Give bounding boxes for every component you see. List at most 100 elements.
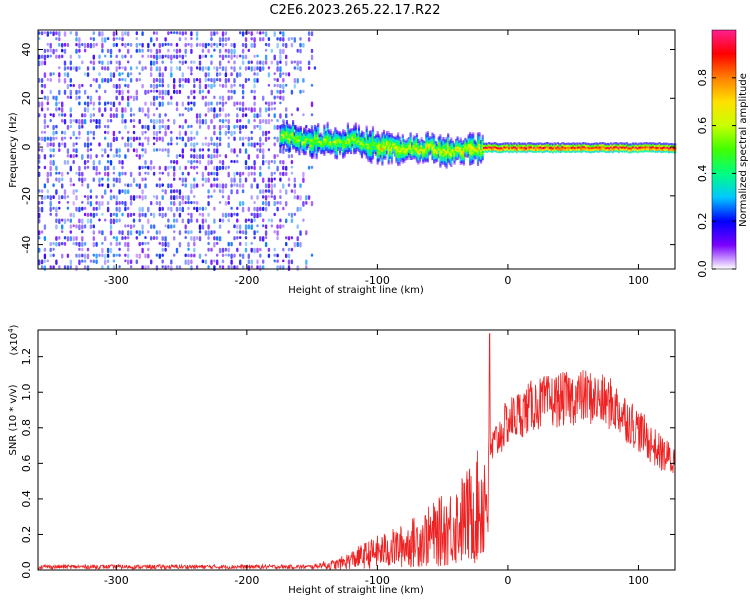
- heatmap-cell: [164, 224, 167, 228]
- heatmap-cell: [75, 148, 78, 154]
- heatmap-cell: [207, 195, 210, 199]
- heatmap-cell: [198, 89, 202, 95]
- spectrogram-y-tick-label: -40: [20, 236, 33, 254]
- heatmap-cell: [253, 177, 256, 183]
- heatmap-cell: [572, 144, 575, 147]
- heatmap-cell: [276, 206, 279, 212]
- heatmap-cell: [279, 136, 282, 139]
- heatmap-cell: [210, 142, 213, 146]
- heatmap-cell: [584, 142, 588, 145]
- heatmap-cell: [288, 132, 292, 135]
- heatmap-cell: [376, 131, 379, 134]
- heatmap-cell: [75, 154, 78, 158]
- heatmap-cell: [373, 151, 376, 154]
- heatmap-cell: [668, 143, 671, 146]
- heatmap-cell: [55, 165, 58, 171]
- heatmap-cell: [346, 122, 349, 125]
- heatmap-cell: [401, 138, 404, 141]
- heatmap-cell: [38, 236, 41, 240]
- heatmap-cell: [178, 201, 182, 207]
- heatmap-cell: [378, 138, 381, 141]
- heatmap-cell: [367, 140, 370, 143]
- heatmap-cell: [285, 141, 288, 144]
- heatmap-cell: [420, 152, 423, 155]
- heatmap-cell: [475, 145, 478, 148]
- heatmap-cell: [147, 230, 150, 234]
- heatmap-cell: [566, 150, 569, 153]
- heatmap-cell: [420, 137, 423, 140]
- heatmap-cell: [379, 145, 382, 148]
- heatmap-cell: [193, 160, 196, 163]
- heatmap-cell: [359, 152, 362, 155]
- heatmap-cell: [256, 66, 259, 71]
- heatmap-cell: [323, 136, 326, 139]
- heatmap-cell: [293, 212, 296, 216]
- heatmap-cell: [428, 137, 431, 140]
- heatmap-cell: [365, 146, 368, 150]
- heatmap-cell: [353, 130, 356, 133]
- heatmap-cell: [393, 144, 396, 147]
- heatmap-cell: [639, 150, 642, 153]
- heatmap-cell: [586, 144, 589, 147]
- heatmap-cell: [404, 144, 407, 147]
- heatmap-cell: [364, 147, 367, 150]
- heatmap-cell: [61, 136, 64, 141]
- heatmap-cell: [253, 119, 256, 123]
- heatmap-cell: [72, 148, 75, 153]
- heatmap-cell: [312, 139, 315, 142]
- heatmap-cell: [458, 142, 461, 145]
- heatmap-cell: [527, 146, 530, 149]
- heatmap-cell: [290, 133, 293, 136]
- heatmap-cell: [448, 143, 451, 146]
- heatmap-cell: [580, 147, 583, 150]
- heatmap-cell: [287, 247, 291, 252]
- heatmap-cell: [282, 83, 285, 90]
- heatmap-cell: [75, 189, 78, 193]
- heatmap-cell: [244, 224, 248, 231]
- heatmap-cell: [241, 107, 245, 113]
- heatmap-cell: [414, 143, 417, 146]
- heatmap-cell: [431, 156, 434, 159]
- heatmap-cell: [267, 148, 271, 152]
- heatmap-cell: [382, 139, 386, 142]
- heatmap-cell: [520, 148, 523, 151]
- heatmap-cell: [124, 259, 127, 263]
- heatmap-cell: [298, 141, 301, 144]
- heatmap-cell: [127, 212, 130, 218]
- heatmap-cell: [533, 146, 536, 149]
- heatmap-cell: [127, 101, 130, 107]
- heatmap-cell: [458, 146, 461, 149]
- heatmap-cell: [342, 150, 345, 153]
- heatmap-cell: [279, 148, 282, 154]
- heatmap-cell: [216, 42, 219, 48]
- heatmap-cell: [315, 133, 318, 136]
- heatmap-cell: [522, 146, 525, 149]
- heatmap-cell: [343, 145, 346, 148]
- heatmap-cell: [109, 113, 113, 119]
- heatmap-cell: [127, 95, 130, 102]
- heatmap-cell: [40, 136, 44, 142]
- heatmap-cell: [378, 151, 381, 154]
- heatmap-cell: [299, 139, 302, 142]
- heatmap-cell: [636, 149, 639, 152]
- heatmap-cell: [167, 171, 170, 177]
- heatmap-cell: [181, 54, 184, 60]
- heatmap-cell: [375, 146, 378, 149]
- heatmap-cell: [382, 143, 386, 146]
- heatmap-cell: [195, 236, 199, 241]
- heatmap-cell: [470, 135, 473, 138]
- heatmap-cell: [187, 124, 190, 129]
- heatmap-cell: [353, 136, 356, 139]
- heatmap-cell: [198, 154, 202, 159]
- heatmap-cell: [558, 146, 561, 150]
- heatmap-cell: [644, 147, 647, 151]
- heatmap-cell: [104, 89, 107, 94]
- heatmap-cell: [83, 165, 87, 170]
- heatmap-cell: [451, 146, 454, 149]
- heatmap-cell: [464, 141, 467, 144]
- heatmap-cell: [101, 78, 104, 83]
- heatmap-cell: [412, 154, 415, 157]
- heatmap-cell: [155, 107, 159, 111]
- heatmap-cell: [305, 265, 308, 270]
- heatmap-cell: [69, 236, 72, 242]
